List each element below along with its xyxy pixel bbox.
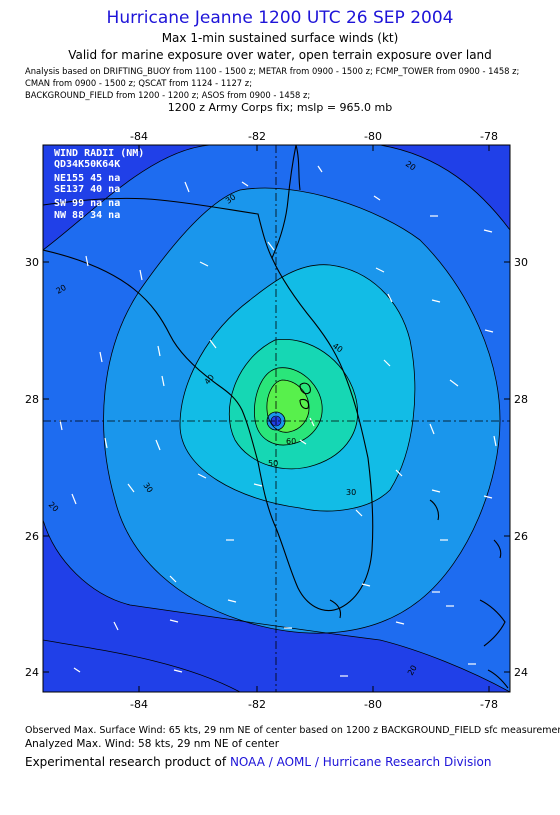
analyzed-max-wind: Analyzed Max. Wind: 58 kts, 29 nm NE of … — [25, 738, 280, 750]
analysis-sources-line-1: Analysis based on DRIFTING_BUOY from 110… — [25, 66, 520, 76]
lat-label: 28 — [25, 393, 39, 406]
lon-label: -84 — [130, 698, 148, 711]
contour-lines — [43, 145, 510, 692]
lat-label: 24 — [25, 666, 39, 679]
observed-max-wind: Observed Max. Surface Wind: 65 kts, 29 n… — [25, 725, 560, 736]
map-subtitle: Max 1-min sustained surface winds (kt) — [161, 31, 399, 45]
wind-radii-title: WIND RADII (NM) — [54, 148, 144, 159]
wind-radii-row: SE137 40 na — [54, 184, 120, 195]
wind-radii-box: WIND RADII (NM) QD34K50K64K NE155 45 na … — [54, 148, 144, 221]
lat-label: 30 — [25, 256, 39, 269]
lon-label: -82 — [248, 130, 266, 143]
wind-radii-row: NW 88 34 na — [54, 210, 120, 221]
lat-label: 24 — [514, 666, 528, 679]
axis-ticks — [43, 145, 510, 692]
longitude-labels-top: -84 -82 -80 -78 — [130, 130, 498, 143]
latitude-labels-right: 30 28 26 24 — [514, 256, 528, 679]
lon-label: -78 — [480, 130, 498, 143]
lat-label: 26 — [25, 530, 39, 543]
wind-radii-header: QD34K50K64K — [54, 159, 120, 170]
lat-label: 30 — [514, 256, 528, 269]
coastline — [43, 145, 509, 689]
wind-radii-row: NE155 45 na — [54, 173, 120, 184]
map-frame — [42, 144, 511, 693]
contour-label: 20 — [55, 283, 68, 296]
lon-label: -78 — [480, 698, 498, 711]
lon-label: -80 — [364, 698, 382, 711]
validity-note: Valid for marine exposure over water, op… — [68, 48, 492, 62]
lon-label: -82 — [248, 698, 266, 711]
lon-label: -80 — [364, 130, 382, 143]
latitude-labels-left: 30 28 26 24 — [25, 256, 39, 679]
credit-prefix: Experimental research product of — [25, 755, 227, 769]
lat-label: 26 — [514, 530, 528, 543]
center-crosshair — [43, 145, 510, 692]
longitude-labels-bottom: -84 -82 -80 -78 — [130, 698, 498, 711]
army-corps-fix: 1200 z Army Corps fix; mslp = 965.0 mb — [167, 101, 393, 114]
contour-label: 20 — [406, 664, 419, 677]
lat-label: 28 — [514, 393, 528, 406]
wind-field — [43, 145, 510, 692]
wind-radii-row: SW 99 na na — [54, 198, 120, 209]
analysis-sources-line-2: CMAN from 0900 - 1500 z; QSCAT from 1124… — [25, 78, 253, 88]
noaa-aoml-hrd-link[interactable]: NOAA / AOML / Hurricane Research Divisio… — [229, 755, 492, 769]
map-title: Hurricane Jeanne 1200 UTC 26 SEP 2004 — [106, 8, 454, 28]
wind-vectors — [59, 165, 497, 677]
lon-label: -84 — [130, 130, 148, 143]
contour-label: 50 — [268, 459, 278, 468]
analysis-sources-line-3: BACKGROUND_FIELD from 1200 - 1200 z; ASO… — [25, 90, 311, 100]
credit-line: Experimental research product of NOAA / … — [25, 755, 492, 769]
contour-label: 30 — [346, 488, 356, 497]
contour-label: 60 — [286, 437, 296, 446]
